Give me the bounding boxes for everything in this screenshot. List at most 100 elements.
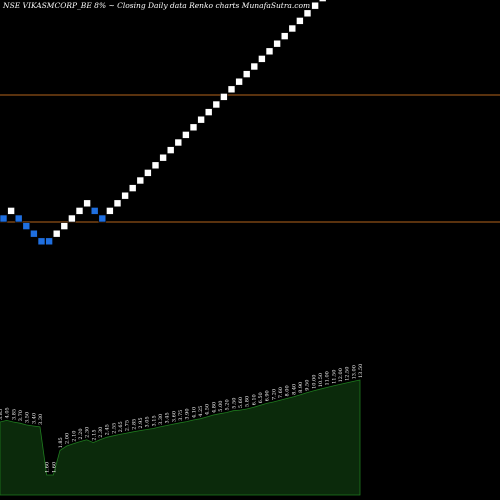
renko-brick xyxy=(265,47,274,56)
price-label: 3.85 xyxy=(0,409,4,420)
renko-brick xyxy=(90,207,99,215)
renko-brick xyxy=(159,153,167,162)
price-label: 3.05 xyxy=(145,416,151,427)
price-labels: 3.85 4.05 3.85 3.70 3.50 3.40 3.301.60 1.601.85… xyxy=(0,364,364,473)
renko-brick xyxy=(75,207,84,215)
renko-brick xyxy=(113,199,122,208)
renko-brick xyxy=(303,9,312,18)
price-label: 3.30 xyxy=(38,414,44,425)
price-label: 5.60 xyxy=(238,397,244,408)
price-label: 3.70 xyxy=(18,410,24,421)
price-label: 9.50 xyxy=(305,380,311,391)
renko-brick xyxy=(0,214,8,223)
renko-brick xyxy=(136,176,145,185)
renko-brick xyxy=(52,229,61,238)
price-label: 1.60 xyxy=(45,462,51,473)
price-label: 2.20 xyxy=(78,428,84,439)
price-label: 13.00 xyxy=(351,365,357,379)
price-label: 8.00 xyxy=(285,385,291,396)
price-area xyxy=(0,379,361,496)
renko-brick xyxy=(166,146,175,154)
price-label: 10.00 xyxy=(311,375,317,389)
price-label: 11.00 xyxy=(325,371,331,385)
price-label: 2.55 xyxy=(111,423,117,434)
price-label: 3.15 xyxy=(151,415,157,426)
price-label: 6.10 xyxy=(251,394,257,405)
price-label: 3.60 xyxy=(171,411,177,422)
price-label: 3.30 xyxy=(158,414,164,425)
price-label: 5.50 xyxy=(231,398,237,409)
price-label: 2.85 xyxy=(131,419,137,430)
renko-brick xyxy=(83,199,91,208)
price-label: 10.50 xyxy=(318,373,324,387)
renko-brick xyxy=(22,222,31,230)
price-label: 4.80 xyxy=(211,402,217,413)
price-label: 2.15 xyxy=(91,429,97,440)
price-label: 12.50 xyxy=(345,367,351,381)
price-label: 2.10 xyxy=(71,431,77,442)
price-label: 6.50 xyxy=(258,392,264,403)
renko-brick xyxy=(220,93,228,101)
price-label: 2.95 xyxy=(138,417,144,428)
renko-brick xyxy=(250,62,259,71)
price-label: 4.10 xyxy=(191,407,197,418)
price-label: 2.45 xyxy=(105,424,111,435)
price-label: 7.20 xyxy=(271,389,277,400)
price-label: 4.25 xyxy=(198,406,204,417)
price-label: 3.75 xyxy=(178,410,184,421)
price-label: 13.50 xyxy=(358,364,364,378)
price-label: 4.50 xyxy=(205,404,211,415)
renko-brick xyxy=(189,123,198,132)
renko-brick xyxy=(45,237,53,246)
renko-brick xyxy=(7,207,15,215)
renko-brick xyxy=(288,24,297,33)
chart-title: NSE VIKASMCORP_BE 8% ~ Closing Daily dat… xyxy=(2,1,310,10)
renko-brick xyxy=(197,115,205,124)
price-label: 3.90 xyxy=(185,408,191,419)
price-label: 2.00 xyxy=(65,433,71,444)
price-label: 5.00 xyxy=(218,401,224,412)
price-label: 1.60 xyxy=(51,462,57,473)
renko-brick xyxy=(121,191,129,200)
price-label: 3.50 xyxy=(25,412,31,423)
renko-brick xyxy=(296,17,304,25)
renko-brick xyxy=(106,207,114,215)
price-label: 6.90 xyxy=(265,390,271,401)
renko-brick xyxy=(144,169,152,177)
renko-brick xyxy=(128,184,137,192)
renko-brick xyxy=(174,138,183,147)
renko-brick xyxy=(204,108,213,116)
renko-bricks xyxy=(0,0,327,246)
price-label: 2.30 xyxy=(85,427,91,438)
renko-brick xyxy=(151,161,160,170)
renko-brick xyxy=(235,77,243,86)
price-label: 12.00 xyxy=(338,368,344,382)
price-label: 5.80 xyxy=(245,396,251,407)
renko-brick xyxy=(37,237,46,246)
price-label: 2.75 xyxy=(125,420,131,431)
price-label: 2.65 xyxy=(118,421,124,432)
price-label: 4.05 xyxy=(5,407,11,418)
renko-brick xyxy=(30,229,38,238)
price-label: 8.40 xyxy=(291,384,297,395)
price-label: 3.40 xyxy=(31,413,37,424)
renko-brick xyxy=(14,214,23,223)
price-label: 5.20 xyxy=(225,399,231,410)
renko-brick xyxy=(242,70,251,78)
price-label: 8.90 xyxy=(298,382,304,393)
renko-brick xyxy=(318,0,327,2)
renko-brick xyxy=(280,32,289,40)
renko-brick xyxy=(182,131,190,139)
renko-brick xyxy=(98,214,107,223)
price-label: 3.45 xyxy=(165,412,171,423)
price-label: 7.60 xyxy=(278,387,284,398)
renko-brick xyxy=(258,55,266,63)
price-label: 2.30 xyxy=(98,427,104,438)
renko-brick xyxy=(68,214,76,223)
price-label: 3.85 xyxy=(11,409,17,420)
price-area-fill xyxy=(0,379,361,496)
price-label: 1.85 xyxy=(58,437,64,448)
renko-brick xyxy=(227,85,236,94)
renko-brick xyxy=(273,39,281,48)
